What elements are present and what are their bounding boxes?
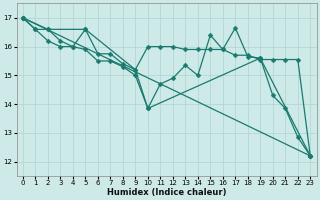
X-axis label: Humidex (Indice chaleur): Humidex (Indice chaleur) [107,188,226,197]
